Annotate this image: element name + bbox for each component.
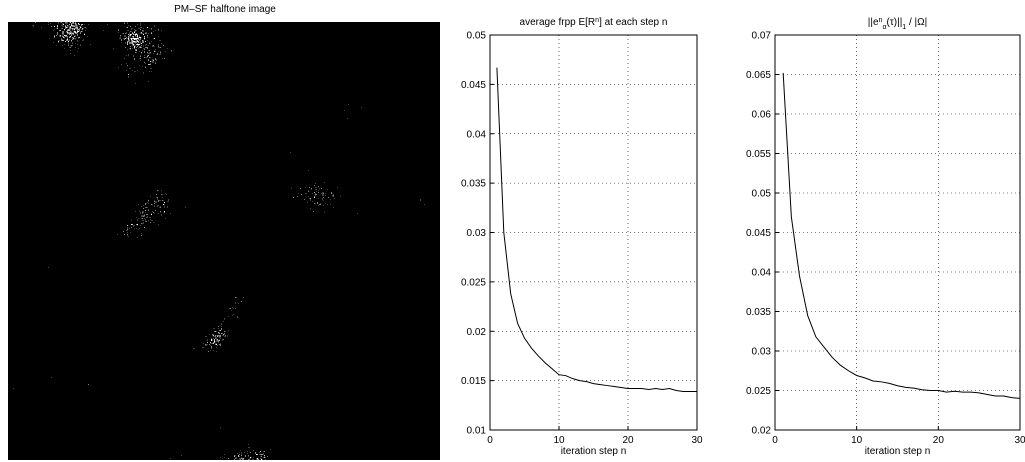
x-axis-label: iteration step n <box>561 446 627 457</box>
chart-title: average frpp E[Rn] at each step n <box>520 17 668 29</box>
title-part: ] at each step n <box>599 17 667 28</box>
y-tick-label: 0.035 <box>746 307 771 318</box>
x-tick-label: 20 <box>933 435 945 446</box>
x-tick-label: 30 <box>1014 435 1025 446</box>
x-axis-label: iteration step n <box>865 446 931 457</box>
axes-box <box>489 34 698 431</box>
y-tick-label: 0.02 <box>752 426 772 437</box>
halftone-image <box>8 22 440 460</box>
x-tick-label: 0 <box>772 435 778 446</box>
title-part: 1 <box>902 24 906 31</box>
x-tick-label: 10 <box>851 435 863 446</box>
chart-title: ||enα(τ)||1 / |Ω| <box>868 17 927 31</box>
data-line <box>496 67 697 392</box>
y-tick-label: 0.04 <box>752 268 772 279</box>
y-tick-label: 0.06 <box>752 110 772 121</box>
y-tick-label: 0.05 <box>752 189 772 200</box>
x-tick-label: 30 <box>691 435 703 446</box>
y-tick-label: 0.04 <box>467 129 487 140</box>
title-part: average frpp E[R <box>520 17 596 28</box>
x-tick-label: 20 <box>622 435 634 446</box>
axes-box <box>774 34 1021 431</box>
y-tick-label: 0.065 <box>746 70 771 81</box>
y-tick-label: 0.02 <box>467 327 487 338</box>
y-tick-label: 0.03 <box>752 347 772 358</box>
title-part: (τ)|| <box>886 17 902 28</box>
image-title: PM–SF halftone image <box>174 4 276 15</box>
y-tick-label: 0.01 <box>467 426 487 437</box>
y-tick-label: 0.055 <box>746 149 771 160</box>
plot-area <box>490 35 697 430</box>
y-tick-label: 0.045 <box>746 228 771 239</box>
title-part: n <box>879 17 883 24</box>
title-part: ||e <box>868 17 879 28</box>
y-tick-label: 0.025 <box>746 386 771 397</box>
y-tick-label: 0.03 <box>467 228 487 239</box>
title-part: α <box>882 24 886 31</box>
y-tick-label: 0.025 <box>461 277 486 288</box>
title-part: / |Ω| <box>906 17 927 28</box>
y-tick-label: 0.045 <box>461 80 486 91</box>
data-line <box>782 72 1021 399</box>
x-tick-label: 0 <box>487 435 493 446</box>
y-tick-label: 0.05 <box>467 31 487 42</box>
y-tick-label: 0.015 <box>461 376 486 387</box>
y-tick-label: 0.07 <box>752 31 772 42</box>
y-tick-label: 0.035 <box>461 179 486 190</box>
title-part: n <box>595 17 599 24</box>
x-tick-label: 10 <box>553 435 565 446</box>
